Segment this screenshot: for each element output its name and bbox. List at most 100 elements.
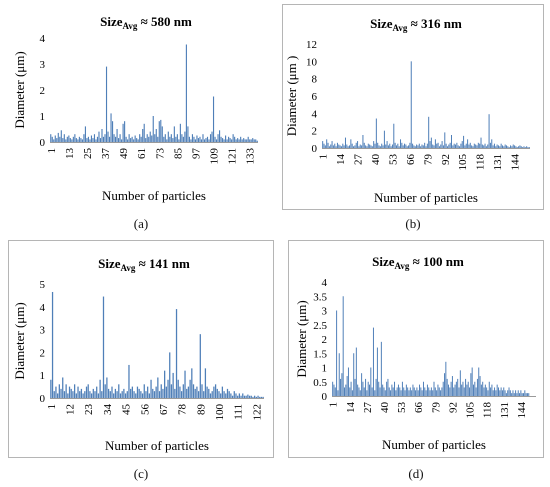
bar xyxy=(102,136,105,142)
bar xyxy=(437,142,439,148)
bar xyxy=(500,143,502,148)
bar xyxy=(503,387,505,396)
bar xyxy=(400,390,402,396)
bar xyxy=(133,139,135,142)
chart-title: SizeAvg ≈ 141 nm xyxy=(98,256,190,273)
bar xyxy=(77,139,79,142)
bar xyxy=(335,146,337,148)
bar xyxy=(362,135,364,148)
bar xyxy=(518,146,520,148)
bar xyxy=(143,123,145,142)
bar xyxy=(121,391,123,398)
bar xyxy=(75,393,77,398)
bar xyxy=(527,147,529,148)
bar xyxy=(182,384,184,398)
bar xyxy=(438,387,440,396)
bar xyxy=(204,368,207,398)
bar xyxy=(523,393,524,396)
chart-title-subscript: Avg xyxy=(395,261,410,271)
bar xyxy=(175,136,177,142)
bar xyxy=(254,395,256,398)
bar xyxy=(80,388,83,398)
x-tick-label: 34 xyxy=(102,404,114,416)
bar xyxy=(177,379,179,398)
bar xyxy=(337,390,339,396)
bar xyxy=(99,138,102,142)
bar xyxy=(96,136,99,142)
bar xyxy=(179,386,181,398)
bar xyxy=(148,393,150,398)
bar xyxy=(347,146,349,148)
bar xyxy=(98,131,100,142)
bar xyxy=(410,61,412,148)
x-tick-label: 23 xyxy=(83,404,95,416)
bar xyxy=(472,146,474,148)
chart-title: SizeAvg ≈ 580 nm xyxy=(100,14,192,31)
x-tick-label: 67 xyxy=(158,404,170,416)
bar xyxy=(394,142,396,148)
bar xyxy=(525,393,527,396)
bar xyxy=(242,393,244,398)
bar xyxy=(114,388,117,398)
bar xyxy=(424,142,426,148)
bar xyxy=(182,136,184,142)
bar xyxy=(237,395,239,398)
bar xyxy=(137,139,139,142)
bar xyxy=(105,66,108,142)
bar xyxy=(240,395,242,398)
bar xyxy=(476,378,478,396)
y-tick-label: 3.5 xyxy=(313,291,327,303)
bar xyxy=(469,142,471,148)
bar xyxy=(255,396,257,398)
bar xyxy=(179,123,181,142)
bar xyxy=(441,141,443,148)
bar xyxy=(234,136,236,142)
bar xyxy=(358,146,360,148)
bar xyxy=(237,138,239,142)
x-tick-label: 14 xyxy=(345,402,357,414)
x-axis-label: Number of particles xyxy=(105,438,209,453)
x-tick-label: 13 xyxy=(64,148,76,160)
x-tick-label: 40 xyxy=(379,402,391,414)
bar xyxy=(256,140,258,142)
bar xyxy=(189,379,191,398)
bar xyxy=(395,390,397,396)
bar xyxy=(163,136,165,142)
bar xyxy=(90,135,93,142)
bar xyxy=(507,390,509,396)
bar xyxy=(186,388,188,398)
bar xyxy=(472,384,474,396)
y-tick-label: 3 xyxy=(40,59,46,71)
bar xyxy=(510,145,512,148)
bar xyxy=(461,384,463,396)
bar xyxy=(501,145,503,148)
chart-title-value: ≈ 141 nm xyxy=(135,256,190,271)
x-tick-label: 27 xyxy=(353,154,365,166)
bar xyxy=(92,388,94,398)
bar xyxy=(394,381,396,396)
bar xyxy=(232,134,234,142)
bar xyxy=(123,388,125,398)
bar xyxy=(413,145,415,148)
bar xyxy=(490,387,492,396)
y-tick-label: 5 xyxy=(40,279,46,291)
bar xyxy=(244,139,246,142)
bar xyxy=(406,146,408,148)
bar xyxy=(462,381,464,396)
bar xyxy=(135,393,137,398)
bar xyxy=(526,146,528,148)
bar xyxy=(528,393,530,396)
bar xyxy=(136,386,139,398)
bar xyxy=(463,387,465,396)
bar xyxy=(214,384,217,398)
bar xyxy=(449,142,451,148)
bar xyxy=(138,388,140,398)
bar xyxy=(349,387,351,396)
bar xyxy=(528,147,530,148)
bar xyxy=(519,393,521,396)
bar xyxy=(487,390,489,396)
bar xyxy=(505,393,507,396)
bar xyxy=(59,136,61,142)
chart-title: SizeAvg ≈ 316 nm xyxy=(370,16,462,33)
panel-label-c: (c) xyxy=(133,466,149,481)
